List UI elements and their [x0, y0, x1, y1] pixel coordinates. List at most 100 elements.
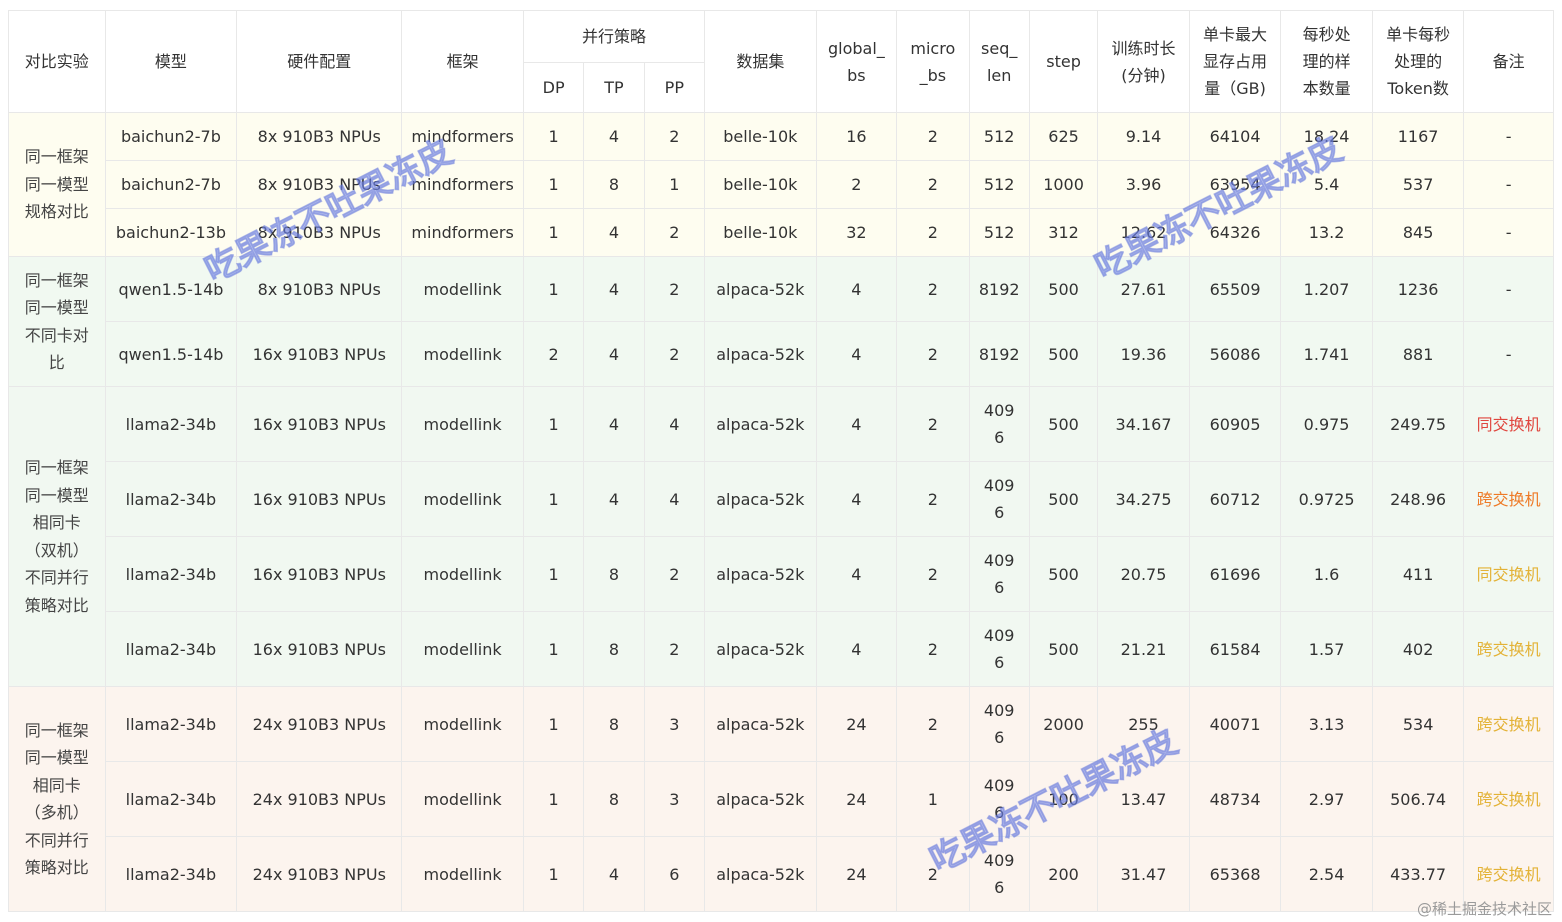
tokens-per-sec-cell: 881 — [1371, 321, 1465, 387]
dataset-cell: alpaca-52k — [704, 686, 817, 762]
step-cell: 500 — [1028, 461, 1099, 537]
note-cell: 跨交换机 — [1463, 761, 1554, 837]
hardware-cell: 24x 910B3 NPUs — [236, 686, 403, 762]
tokens-per-sec-cell: 249.75 — [1371, 386, 1465, 462]
hardware-cell: 16x 910B3 NPUs — [236, 461, 403, 537]
step-cell: 625 — [1028, 112, 1099, 161]
step-cell: 500 — [1028, 611, 1099, 687]
header-train-time: 训练时长 (分钟) — [1097, 10, 1190, 113]
framework-cell: modellink — [401, 836, 524, 912]
dp-cell: 1 — [522, 536, 585, 612]
header-samples-per-sec: 每秒处 理的样 本数量 — [1280, 10, 1373, 113]
model-cell: qwen1.5-14b — [104, 256, 238, 322]
table-row: qwen1.5-14b 16x 910B3 NPUs modellink 2 4 2 alp… — [9, 321, 1554, 387]
dp-cell: 1 — [522, 836, 585, 912]
table-body: 同一框架 同一模型 规格对比 baichun2-7b 8x 910B3 NPUs mi… — [8, 112, 1554, 912]
tp-cell: 4 — [583, 256, 645, 322]
hardware-cell: 8x 910B3 NPUs — [236, 208, 403, 257]
samples-per-sec-cell: 1.741 — [1280, 321, 1373, 387]
samples-per-sec-cell: 2.54 — [1280, 836, 1373, 912]
model-cell: llama2-34b — [104, 386, 238, 462]
samples-per-sec-cell: 3.13 — [1280, 686, 1373, 762]
dataset-cell: alpaca-52k — [704, 611, 817, 687]
table-row: llama2-34b 16x 910B3 NPUs modellink 1 8 2 alpa… — [9, 536, 1554, 612]
step-cell: 200 — [1028, 836, 1099, 912]
framework-cell: mindformers — [401, 160, 524, 209]
dataset-cell: belle-10k — [704, 160, 817, 209]
note-cell: - — [1463, 321, 1554, 387]
seq-len-cell: 409 6 — [968, 536, 1030, 612]
seq-len-cell: 512 — [968, 160, 1030, 209]
train-time-cell: 31.47 — [1097, 836, 1190, 912]
pp-cell: 6 — [643, 836, 706, 912]
dp-cell: 1 — [522, 461, 585, 537]
dp-cell: 1 — [522, 112, 585, 161]
tp-cell: 4 — [583, 836, 645, 912]
tokens-per-sec-cell: 1236 — [1371, 256, 1465, 322]
header-model: 模型 — [104, 10, 238, 113]
framework-cell: modellink — [401, 536, 524, 612]
seq-len-cell: 409 6 — [968, 386, 1030, 462]
comparison-table: 对比实验 模型 硬件配置 框架 并行策略 数据集 global_ bs micr… — [8, 10, 1554, 912]
header-dp: DP — [522, 62, 585, 113]
table-row: baichun2-7b 8x 910B3 NPUs mindformers 1 8 1 be… — [9, 160, 1554, 209]
tp-cell: 8 — [583, 160, 645, 209]
table-row: 同一框架 同一模型 不同卡对 比 qwen1.5-14b 8x 910B3 NPUs… — [8, 256, 1554, 387]
note-cell: 跨交换机 — [1463, 461, 1554, 537]
global-bs-cell: 4 — [815, 461, 898, 537]
dataset-cell: alpaca-52k — [704, 321, 817, 387]
global-bs-cell: 24 — [815, 836, 898, 912]
hardware-cell: 8x 910B3 NPUs — [236, 160, 403, 209]
step-cell: 100 — [1028, 761, 1099, 837]
micro-bs-cell: 2 — [896, 386, 970, 462]
samples-per-sec-cell: 1.6 — [1280, 536, 1373, 612]
global-bs-cell: 2 — [815, 160, 898, 209]
table-row: llama2-34b 24x 910B3 NPUs modellink 1 8 3 alpa… — [9, 761, 1554, 837]
framework-cell: mindformers — [401, 112, 524, 161]
pp-cell: 3 — [643, 686, 706, 762]
model-cell: baichun2-7b — [104, 160, 238, 209]
samples-per-sec-cell: 13.2 — [1280, 208, 1373, 257]
note-cell: - — [1463, 160, 1554, 209]
micro-bs-cell: 2 — [896, 686, 970, 762]
table-row: baichun2-13b 8x 910B3 NPUs mindformers 1 4 2 b… — [9, 208, 1554, 257]
header-framework: 框架 — [401, 10, 524, 113]
header-seq-len: seq_ len — [968, 10, 1030, 113]
framework-cell: modellink — [401, 611, 524, 687]
model-cell: baichun2-7b — [104, 112, 238, 161]
dataset-cell: alpaca-52k — [704, 256, 817, 322]
experiment-group-label: 同一框架 同一模型 不同卡对 比 — [8, 256, 106, 387]
seq-len-cell: 409 6 — [968, 836, 1030, 912]
seq-len-cell: 512 — [968, 208, 1030, 257]
table-row: llama2-34b 24x 910B3 NPUs modellink 1 4 6 alpa… — [9, 836, 1554, 912]
header-tokens-per-sec: 单卡每秒 处理的 Token数 — [1371, 10, 1465, 113]
global-bs-cell: 4 — [815, 256, 898, 322]
header-step: step — [1028, 10, 1099, 113]
experiment-group-label: 同一框架 同一模型 相同卡 （双机） 不同并行 策略对比 — [8, 386, 106, 687]
tp-cell: 4 — [583, 321, 645, 387]
note-cell: - — [1463, 256, 1554, 322]
hardware-cell: 16x 910B3 NPUs — [236, 386, 403, 462]
dp-cell: 2 — [522, 321, 585, 387]
header-micro-bs: micro _bs — [896, 10, 970, 113]
max-memory-cell: 64326 — [1188, 208, 1282, 257]
max-memory-cell: 64104 — [1188, 112, 1282, 161]
seq-len-cell: 409 6 — [968, 611, 1030, 687]
framework-cell: modellink — [401, 761, 524, 837]
tokens-per-sec-cell: 845 — [1371, 208, 1465, 257]
experiment-group-label: 同一框架 同一模型 相同卡 （多机） 不同并行 策略对比 — [8, 686, 106, 912]
pp-cell: 2 — [643, 536, 706, 612]
dataset-cell: alpaca-52k — [704, 536, 817, 612]
tp-cell: 4 — [583, 208, 645, 257]
global-bs-cell: 24 — [815, 761, 898, 837]
micro-bs-cell: 2 — [896, 836, 970, 912]
framework-cell: modellink — [401, 386, 524, 462]
tokens-per-sec-cell: 1167 — [1371, 112, 1465, 161]
pp-cell: 2 — [643, 256, 706, 322]
tp-cell: 4 — [583, 386, 645, 462]
step-cell: 312 — [1028, 208, 1099, 257]
max-memory-cell: 56086 — [1188, 321, 1282, 387]
table-row: 同一框架 同一模型 相同卡 （多机） 不同并行 策略对比 llama2-34b 24… — [8, 686, 1554, 912]
tokens-per-sec-cell: 433.77 — [1371, 836, 1465, 912]
hardware-cell: 8x 910B3 NPUs — [236, 112, 403, 161]
